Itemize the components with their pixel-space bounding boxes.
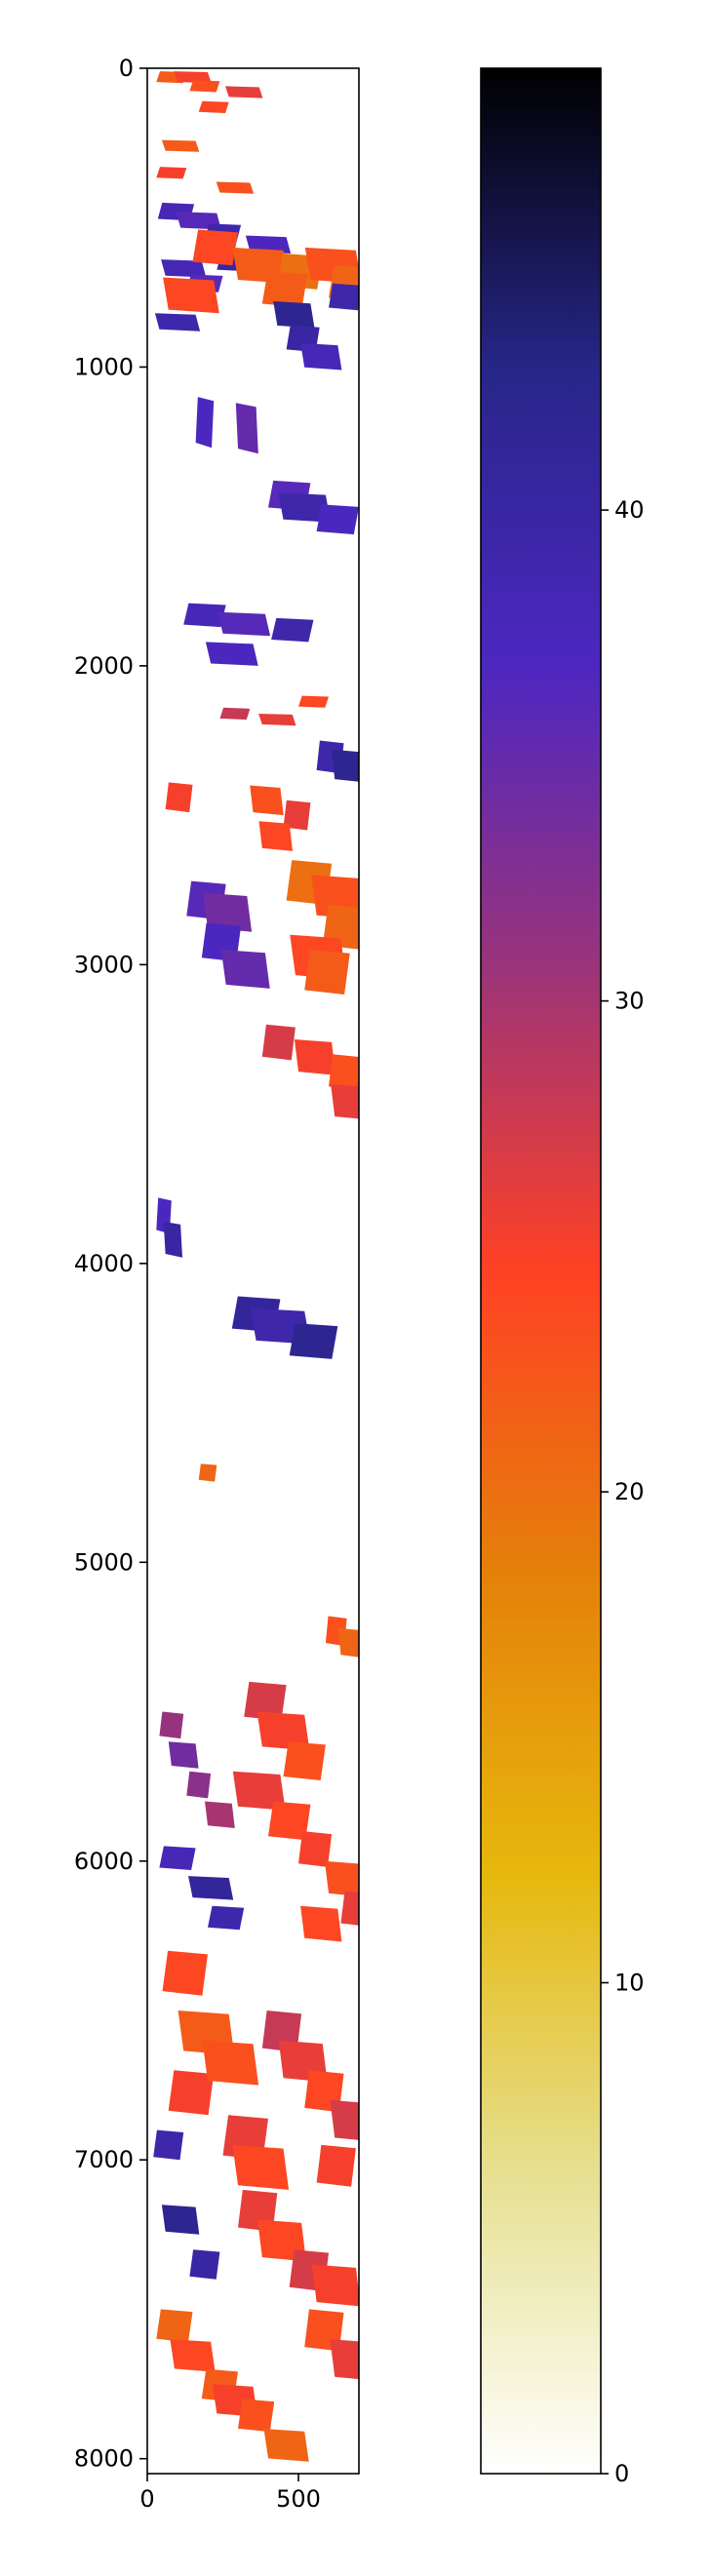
heatmap-patch — [205, 642, 258, 666]
x-axis: 0 500 — [139, 2474, 321, 2513]
heatmap-patch — [216, 181, 255, 194]
heatmap-patch — [165, 782, 193, 813]
y-tick-label: 5000 — [74, 1548, 134, 1576]
heatmap-patch — [311, 2264, 359, 2307]
heatmap-patch — [258, 821, 293, 851]
x-tick-label: 0 — [139, 2485, 154, 2513]
colorbar-tick-label: 20 — [614, 1478, 645, 1505]
colorbar-frame — [480, 67, 602, 2475]
heatmap-patch — [238, 2399, 275, 2433]
heatmap-patch — [156, 2309, 193, 2343]
heatmap-patch — [235, 403, 258, 454]
y-tick-label: 8000 — [74, 2445, 134, 2473]
heatmap-patch — [161, 139, 200, 152]
heatmap-patch — [278, 492, 332, 523]
heatmap-patch — [192, 229, 238, 266]
heatmap-patch — [316, 504, 359, 535]
heatmap-patch — [337, 1627, 359, 1658]
heatmap-patch — [174, 71, 212, 84]
heatmap-patch — [159, 1846, 196, 1870]
heatmap-patch — [198, 100, 229, 113]
heatmap-patch — [163, 277, 219, 314]
heatmap-patch — [154, 313, 201, 332]
heatmap-patch — [324, 1860, 359, 1896]
heatmap-patch — [330, 2099, 359, 2140]
y-tick-label: 6000 — [74, 1848, 134, 1875]
heatmap-patch — [298, 695, 329, 708]
heatmap-patch — [294, 1039, 336, 1075]
heatmap-patch — [340, 1891, 359, 1926]
heatmap-patch — [203, 892, 253, 932]
heatmap-patch — [300, 1905, 342, 1942]
heatmap-patch — [232, 1771, 286, 1811]
x-tick-label: 500 — [276, 2485, 321, 2513]
heatmap-patch — [268, 1801, 311, 1841]
heatmap-patch — [168, 2070, 215, 2116]
heatmap-patch — [183, 603, 226, 628]
colorbar-axis: 0 10 20 30 40 — [601, 496, 645, 2487]
heatmap-patch — [300, 342, 342, 371]
heatmap-patch — [257, 1711, 310, 1751]
y-axis: 0 1000 2000 3000 4000 5000 6000 7000 8000 — [74, 55, 147, 2473]
colorbar-tick-label: 10 — [614, 1970, 645, 1997]
heatmap-patch — [170, 2339, 216, 2372]
heatmap-patch — [289, 1323, 338, 1359]
heatmap-patch — [198, 1464, 217, 1482]
colorbar-tick-label: 30 — [614, 988, 645, 1015]
heatmap-frame — [146, 67, 360, 2475]
colorbar: 0 10 20 30 40 — [480, 67, 645, 2487]
heatmap-patch — [283, 1741, 326, 1780]
colorbar-tick-label: 0 — [614, 2460, 629, 2487]
y-tick-label: 1000 — [74, 353, 134, 380]
y-tick-label: 2000 — [74, 652, 134, 680]
heatmap-patch — [331, 1084, 359, 1119]
heatmap-patch — [331, 749, 359, 782]
heatmap-patch — [273, 301, 315, 329]
y-tick-label: 0 — [119, 55, 134, 82]
heatmap-patch — [208, 1905, 245, 1931]
heatmap-patch — [225, 86, 263, 98]
heatmap-patch — [159, 1711, 184, 1739]
heatmap-patch — [163, 1221, 182, 1258]
y-tick-label: 4000 — [74, 1250, 134, 1277]
heatmap-plot: 0 500 0 1000 2000 3000 4000 5000 6000 7000 8000 — [74, 55, 360, 2513]
heatmap-patch — [189, 80, 220, 93]
heatmap-patch — [153, 2129, 184, 2161]
heatmap-patch — [195, 397, 215, 449]
heatmap-patch — [161, 259, 207, 278]
y-tick-label: 3000 — [74, 951, 134, 978]
heatmap-patch — [271, 617, 314, 643]
heatmap-patch — [205, 1801, 235, 1828]
heatmap-patch — [258, 714, 296, 726]
heatmap-patch — [186, 1771, 212, 1799]
heatmap-patch — [261, 271, 308, 308]
heatmap-patch — [316, 2144, 356, 2187]
heatmap-patch — [244, 1681, 287, 1721]
heatmap-patch — [232, 2144, 290, 2190]
heatmap-patch — [283, 800, 311, 831]
heatmap-patch — [329, 1054, 359, 1091]
heatmap-patch — [189, 2249, 220, 2280]
heatmap-patch — [330, 2339, 359, 2380]
colorbar-gradient — [481, 68, 601, 2474]
colorbar-tick-label: 40 — [614, 496, 645, 524]
heatmap-patch — [250, 785, 284, 816]
heatmap-patch — [161, 2205, 200, 2235]
heatmap-patch — [219, 707, 251, 721]
heatmap-patch — [261, 1024, 296, 1061]
y-tick-label: 7000 — [74, 2146, 134, 2173]
heatmap-patch — [168, 1741, 199, 1769]
heatmap-patch — [304, 950, 350, 995]
heatmap-patch — [162, 1950, 208, 1996]
heatmap-patch — [202, 2040, 259, 2086]
heatmap-patch — [329, 283, 359, 311]
heatmap-image — [153, 71, 359, 2462]
heatmap-patch — [298, 1831, 333, 1867]
heatmap-patch — [217, 611, 271, 637]
heatmap-patch — [263, 2429, 309, 2462]
heatmap-patch — [188, 1876, 234, 1900]
heatmap-patch — [156, 167, 187, 179]
heatmap-patch — [220, 950, 270, 989]
